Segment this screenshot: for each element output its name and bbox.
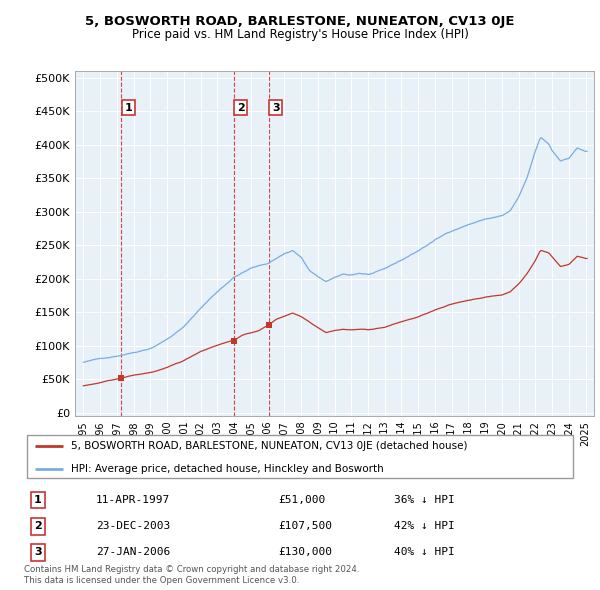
Text: 23-DEC-2003: 23-DEC-2003 (96, 522, 170, 532)
Text: £130,000: £130,000 (278, 548, 332, 558)
Text: 1: 1 (125, 103, 133, 113)
Text: £107,500: £107,500 (278, 522, 332, 532)
Text: 27-JAN-2006: 27-JAN-2006 (96, 548, 170, 558)
Text: 3: 3 (272, 103, 280, 113)
Text: Contains HM Land Registry data © Crown copyright and database right 2024.: Contains HM Land Registry data © Crown c… (24, 565, 359, 574)
Text: HPI: Average price, detached house, Hinckley and Bosworth: HPI: Average price, detached house, Hinc… (71, 464, 383, 474)
Text: 42% ↓ HPI: 42% ↓ HPI (394, 522, 455, 532)
Text: £51,000: £51,000 (278, 496, 325, 505)
Text: 40% ↓ HPI: 40% ↓ HPI (394, 548, 455, 558)
Text: 2: 2 (34, 522, 41, 532)
Text: This data is licensed under the Open Government Licence v3.0.: This data is licensed under the Open Gov… (24, 576, 299, 585)
Text: 2: 2 (237, 103, 245, 113)
Text: Price paid vs. HM Land Registry's House Price Index (HPI): Price paid vs. HM Land Registry's House … (131, 28, 469, 41)
Text: 36% ↓ HPI: 36% ↓ HPI (394, 496, 455, 505)
Text: 5, BOSWORTH ROAD, BARLESTONE, NUNEATON, CV13 0JE (detached house): 5, BOSWORTH ROAD, BARLESTONE, NUNEATON, … (71, 441, 467, 451)
Text: 3: 3 (34, 548, 41, 558)
Text: 1: 1 (34, 496, 41, 505)
FancyBboxPatch shape (27, 435, 573, 478)
Text: 5, BOSWORTH ROAD, BARLESTONE, NUNEATON, CV13 0JE: 5, BOSWORTH ROAD, BARLESTONE, NUNEATON, … (85, 15, 515, 28)
Text: 11-APR-1997: 11-APR-1997 (96, 496, 170, 505)
